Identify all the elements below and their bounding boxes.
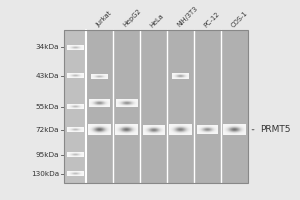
Text: HeLa: HeLa: [149, 12, 165, 28]
Text: PRMT5: PRMT5: [260, 125, 290, 134]
Text: Jurkat: Jurkat: [95, 10, 113, 28]
Text: COS-1: COS-1: [230, 10, 249, 28]
Text: HepG2: HepG2: [122, 8, 142, 28]
Text: 72kDa: 72kDa: [36, 127, 59, 133]
Text: 55kDa: 55kDa: [36, 104, 59, 110]
Bar: [64, 30, 248, 183]
Text: NIH/3T3: NIH/3T3: [176, 5, 199, 28]
Text: 130kDa: 130kDa: [31, 171, 59, 177]
Text: 34kDa: 34kDa: [36, 44, 59, 50]
Text: 43kDa: 43kDa: [36, 73, 59, 79]
Bar: [86, 30, 248, 183]
Text: 95kDa: 95kDa: [36, 152, 59, 158]
Bar: [64, 30, 86, 183]
Text: PC-12: PC-12: [203, 10, 221, 28]
